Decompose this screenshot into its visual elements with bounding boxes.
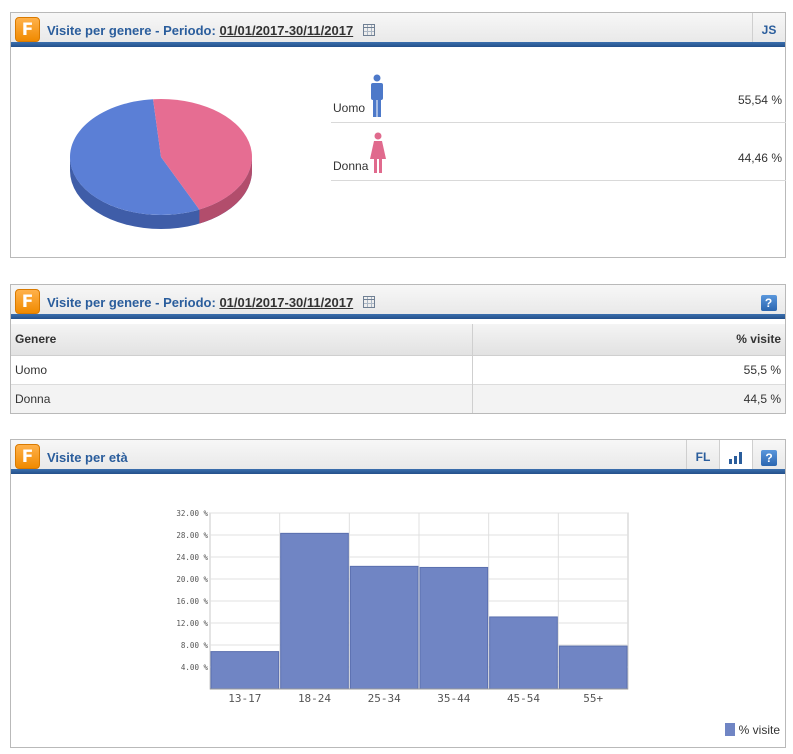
panel-title: Visite per genere - Periodo: 01/01/2017-…: [47, 295, 375, 310]
gender-label: Uomo: [333, 101, 366, 115]
calendar-icon[interactable]: [362, 24, 375, 36]
legend-label: % visite: [738, 723, 780, 737]
date-range-link[interactable]: 01/01/2017-30/11/2017: [219, 23, 354, 38]
x-tick-label: 13-17: [228, 692, 261, 705]
help-icon[interactable]: ?: [760, 294, 777, 311]
help-button[interactable]: ?: [752, 440, 785, 474]
bar-35-44: [419, 566, 489, 690]
cell-visite: 44,5 %: [472, 383, 785, 413]
table-header-row: Genere % visite: [11, 324, 785, 356]
title-text: Visite per genere - Periodo:: [47, 23, 216, 38]
y-tick-label: 4.00 %: [181, 663, 209, 672]
y-tick-label: 32.00 %: [176, 509, 208, 518]
app-logo-icon: F: [15, 17, 40, 42]
x-tick-label: 55+: [583, 692, 603, 705]
gender-row-female: Donna 44,46 %: [331, 124, 786, 181]
bar-45-54: [489, 616, 558, 690]
gender-pie-chart: [69, 97, 255, 236]
column-header-visite[interactable]: % visite: [472, 324, 785, 356]
y-tick-label: 28.00 %: [176, 531, 208, 540]
y-tick-label: 24.00 %: [176, 553, 208, 562]
chart-view-button[interactable]: [719, 440, 752, 474]
chart-legend: % visite: [724, 723, 780, 737]
help-icon[interactable]: ?: [761, 449, 777, 466]
panel-header: F Visite per genere - Periodo: 01/01/201…: [11, 13, 785, 47]
gender-table: Genere % visite Uomo 55,5 % Donna 44,5 %: [11, 324, 785, 413]
y-tick-label: 12.00 %: [176, 619, 208, 628]
column-header-genere[interactable]: Genere: [11, 324, 473, 356]
pie-slice-male: [69, 99, 200, 215]
gender-value: 55,54 %: [737, 93, 782, 107]
x-tick-label: 35-44: [437, 692, 470, 705]
gender-label: Donna: [333, 159, 369, 173]
x-tick-label: 18-24: [298, 692, 331, 705]
cell-genere: Uomo: [11, 354, 473, 384]
gender-row-male: Uomo 55,54 %: [331, 66, 786, 123]
table-row: Uomo 55,5 %: [11, 354, 785, 384]
panel-title: Visite per genere - Periodo: 01/01/2017-…: [47, 23, 375, 38]
table-row: Donna 44,5 %: [11, 383, 785, 413]
bar-chart-icon[interactable]: [729, 451, 743, 464]
y-tick-label: 8.00 %: [181, 641, 209, 650]
bar-18-24: [280, 532, 349, 690]
bar-13-17: [210, 651, 280, 690]
cell-genere: Donna: [11, 383, 473, 413]
y-tick-label: 20.00 %: [176, 575, 208, 584]
gender-visits-panel: F Visite per genere - Periodo: 01/01/201…: [10, 12, 786, 258]
gender-table-panel: F Visite per genere - Periodo: 01/01/201…: [10, 284, 786, 414]
pie-slice-female: [153, 99, 252, 210]
pie-side-female: [199, 157, 252, 224]
bar-55+: [558, 645, 628, 690]
age-visits-panel: F Visite per età FL ? 4.00 % 8.00 % 12.00 …: [10, 439, 786, 748]
gender-value: 44,46 %: [737, 151, 782, 165]
app-logo-icon: F: [15, 444, 40, 469]
panel-header: F Visite per età FL ?: [11, 440, 785, 474]
app-logo-icon: F: [15, 289, 40, 314]
legend-swatch: [724, 723, 735, 736]
panel-header: F Visite per genere - Periodo: 01/01/201…: [11, 285, 785, 319]
cell-visite: 55,5 %: [472, 354, 785, 384]
date-range-link[interactable]: 01/01/2017-30/11/2017: [219, 295, 354, 310]
bar-25-34: [349, 565, 419, 690]
js-button[interactable]: JS: [752, 13, 785, 47]
help-button[interactable]: ?: [752, 285, 785, 319]
y-tick-label: 16.00 %: [176, 597, 208, 606]
title-text: Visite per genere - Periodo:: [47, 295, 216, 310]
fl-button[interactable]: FL: [686, 440, 719, 474]
age-bar-chart: 4.00 % 8.00 % 12.00 % 16.00 % 20.00 % 24.00 %…: [176, 509, 629, 705]
female-icon: [369, 132, 387, 177]
x-tick-label: 45-54: [507, 692, 540, 705]
male-icon: [369, 74, 385, 121]
panel-title: Visite per età: [47, 450, 128, 465]
x-tick-label: 25-34: [368, 692, 401, 705]
calendar-icon[interactable]: [362, 296, 375, 308]
